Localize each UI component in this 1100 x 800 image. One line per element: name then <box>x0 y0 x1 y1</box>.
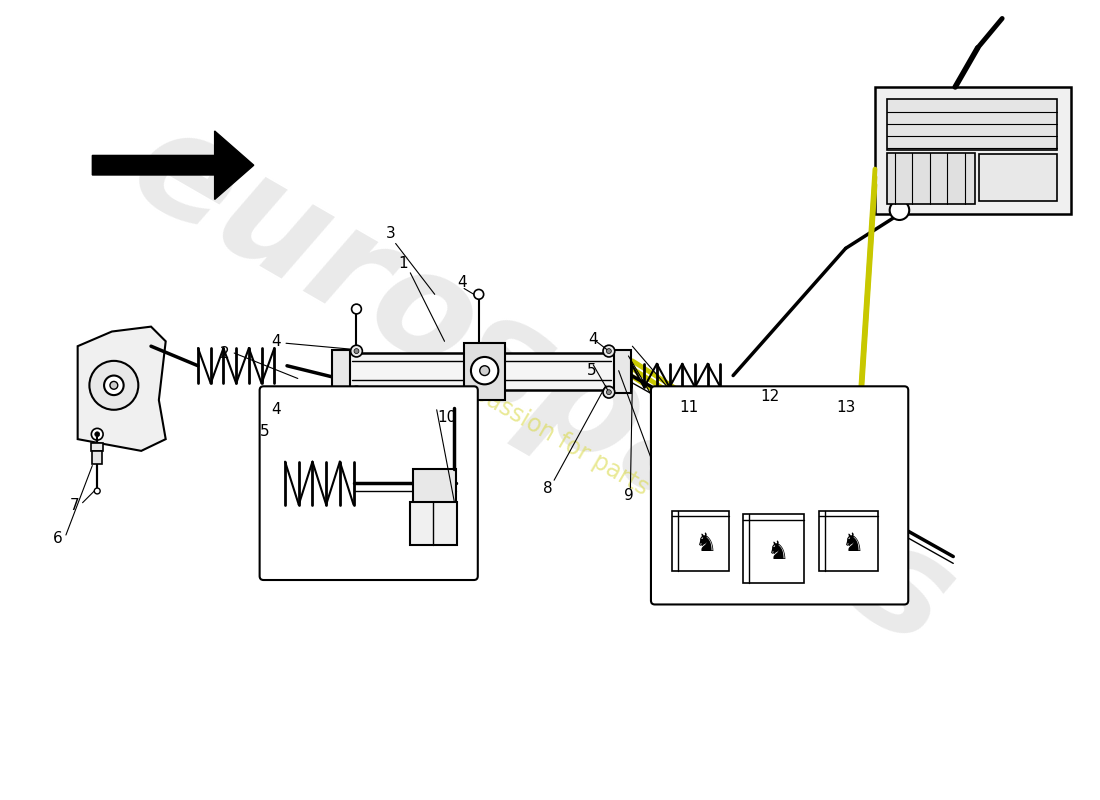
Circle shape <box>606 349 612 354</box>
Text: 3: 3 <box>386 226 396 241</box>
Bar <box>874 87 1070 214</box>
Circle shape <box>474 290 484 299</box>
FancyBboxPatch shape <box>651 386 909 605</box>
Polygon shape <box>92 131 254 199</box>
Bar <box>820 510 878 571</box>
Bar <box>464 343 505 400</box>
Bar <box>92 451 102 463</box>
Text: 4: 4 <box>272 334 282 349</box>
Circle shape <box>603 386 615 398</box>
Text: 5: 5 <box>586 363 596 378</box>
Text: ♞: ♞ <box>843 532 865 556</box>
Circle shape <box>91 428 103 440</box>
Text: a passion for parts since 1985: a passion for parts since 1985 <box>450 369 771 568</box>
Text: 4: 4 <box>458 275 468 290</box>
Text: 5: 5 <box>260 424 270 439</box>
Circle shape <box>110 382 118 390</box>
Text: 6: 6 <box>53 531 63 546</box>
Circle shape <box>471 357 498 384</box>
Circle shape <box>890 201 910 220</box>
Polygon shape <box>78 326 166 451</box>
Circle shape <box>104 375 123 395</box>
Bar <box>414 470 456 502</box>
Text: 4: 4 <box>588 332 598 347</box>
Text: 1: 1 <box>398 255 408 270</box>
FancyBboxPatch shape <box>260 386 477 580</box>
Bar <box>614 350 631 393</box>
Text: 9: 9 <box>624 488 634 503</box>
Text: 8: 8 <box>543 481 553 495</box>
Text: eurospares: eurospares <box>108 94 977 677</box>
Bar <box>742 514 804 583</box>
Text: 4: 4 <box>272 402 282 418</box>
Circle shape <box>354 390 359 394</box>
Bar <box>332 350 350 393</box>
Circle shape <box>606 390 612 394</box>
Circle shape <box>351 386 362 398</box>
Text: 11: 11 <box>680 400 698 415</box>
Text: 7: 7 <box>70 498 79 513</box>
Bar <box>346 353 616 390</box>
Circle shape <box>351 346 362 357</box>
Bar <box>672 510 729 571</box>
Circle shape <box>352 304 362 314</box>
Circle shape <box>95 488 100 494</box>
Circle shape <box>603 346 615 357</box>
Circle shape <box>95 432 100 437</box>
Text: ♞: ♞ <box>694 532 717 556</box>
Bar <box>887 98 1057 150</box>
Text: 2: 2 <box>220 346 229 361</box>
Bar <box>410 502 458 545</box>
Bar <box>887 154 975 204</box>
Bar <box>979 154 1057 202</box>
Circle shape <box>354 349 359 354</box>
Text: 13: 13 <box>836 400 856 415</box>
Text: ♞: ♞ <box>767 540 790 564</box>
Text: 10: 10 <box>437 410 456 425</box>
Text: 12: 12 <box>761 389 780 403</box>
Circle shape <box>480 366 490 375</box>
Bar <box>91 443 103 451</box>
Circle shape <box>89 361 139 410</box>
